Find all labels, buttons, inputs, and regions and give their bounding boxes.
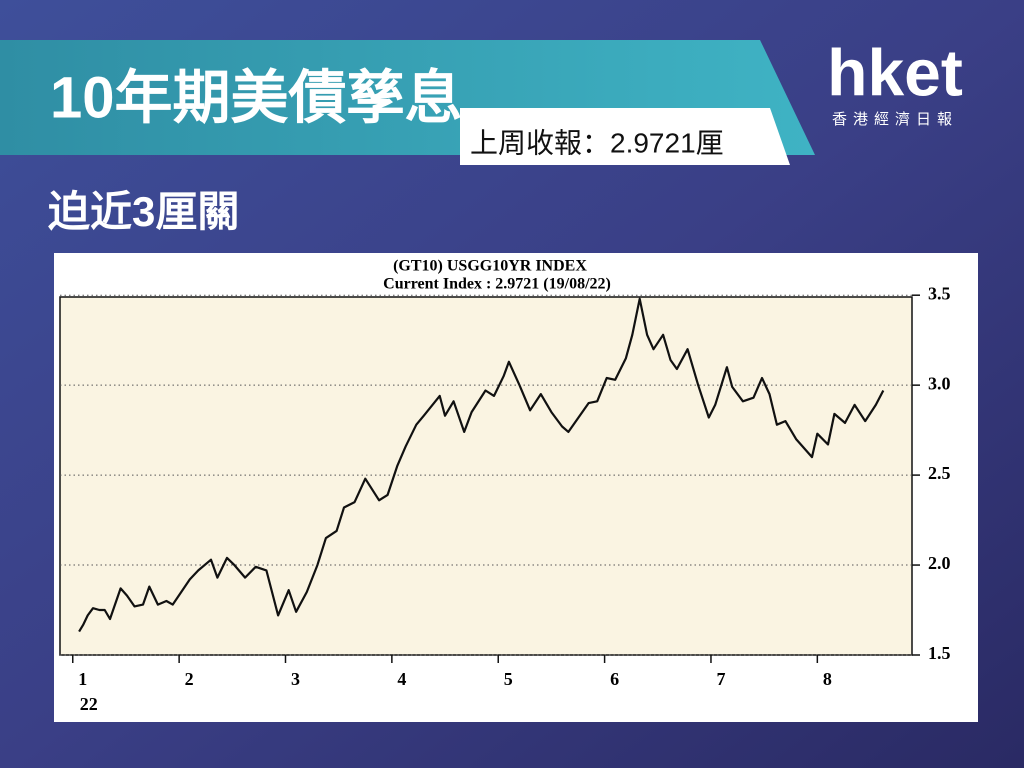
logo: hket (827, 35, 963, 109)
x-tick-label: 8 (823, 669, 832, 689)
x-tick-label: 2 (185, 669, 194, 689)
x-tick-label: 1 (78, 669, 87, 689)
data-line (78, 297, 885, 633)
x-year-label: 22 (80, 694, 98, 714)
chart-subtitle: Current Index : 2.9721 (19/08/22) (383, 276, 611, 293)
y-tick-label: 3.5 (928, 283, 951, 303)
header-subtitle: 上周收報：2.9721厘 (470, 127, 724, 158)
chart-title: (GT10) USGG10YR INDEX (393, 258, 587, 275)
x-tick-label: 3 (291, 669, 300, 689)
y-tick-label: 2.5 (928, 463, 951, 483)
subtitle-banner (460, 108, 790, 165)
y-tick-label: 1.5 (928, 643, 951, 663)
x-tick-label: 4 (397, 669, 406, 689)
chart: 3.5 3.0 2.5 2.0 1.5 1 2 3 4 5 6 7 8 22 (60, 283, 951, 714)
x-tick-label: 5 (504, 669, 513, 689)
y-tick-label: 2.0 (928, 553, 951, 573)
x-tick-label: 6 (610, 669, 619, 689)
x-tick-label: 7 (716, 669, 725, 689)
logo-caption: 香港經濟日報 (832, 111, 958, 128)
y-tick-label: 3.0 (928, 373, 951, 393)
header-title: 10年期美債孳息 (50, 65, 463, 130)
headline: 迫近3厘關 (48, 188, 239, 235)
plot-area (59, 296, 913, 656)
